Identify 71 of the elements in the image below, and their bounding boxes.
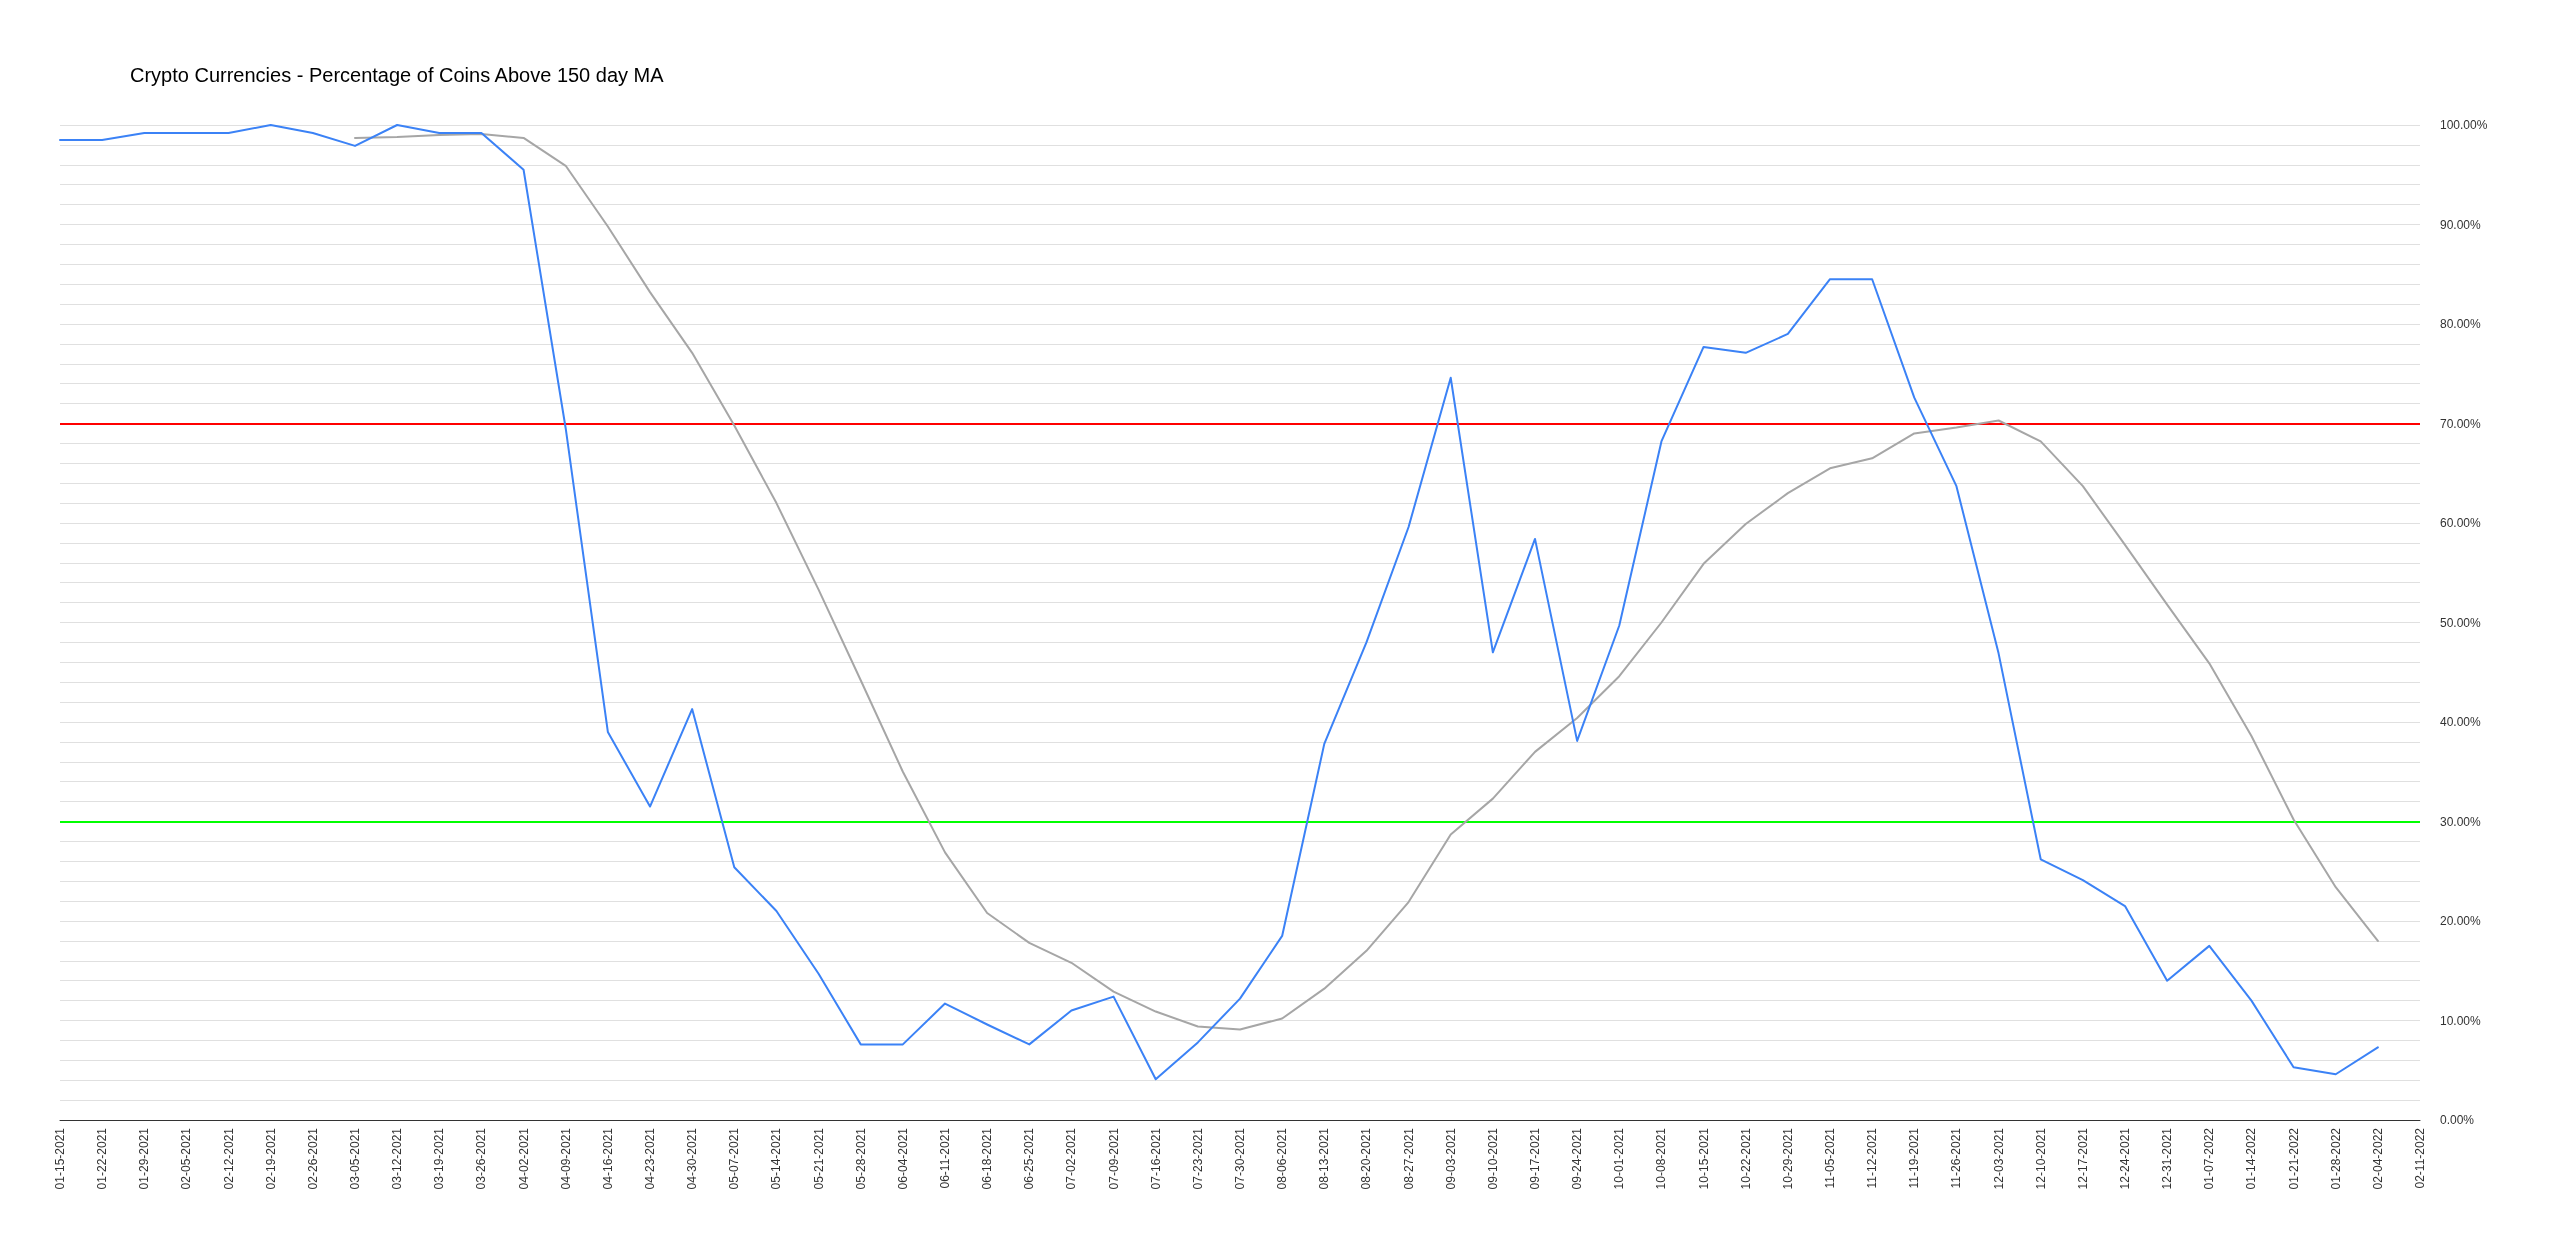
y-tick-label: 50.00% (2440, 615, 2482, 630)
x-tick-label: 02-11-2022 (2413, 1127, 2427, 1189)
x-tick-label: 09-24-2021 (1570, 1127, 1585, 1190)
x-tick-label: 05-21-2021 (811, 1127, 826, 1190)
x-tick-label: 10-08-2021 (1654, 1127, 1669, 1190)
y-tick-label: 80.00% (2440, 317, 2482, 331)
x-tick-label: 03-12-2021 (390, 1127, 405, 1190)
x-tick-label: 01-22-2021 (95, 1127, 110, 1190)
x-tick-label: 04-30-2021 (685, 1127, 700, 1190)
x-tick-label: 12-31-2021 (2160, 1127, 2175, 1190)
y-tick-label: 70.00% (2440, 416, 2482, 431)
x-tick-label: 05-07-2021 (727, 1127, 742, 1190)
x-tick-label: 02-12-2021 (221, 1127, 236, 1190)
x-tick-label: 02-04-2022 (2370, 1127, 2385, 1190)
x-tick-label: 02-05-2021 (179, 1127, 194, 1190)
x-tick-label: 06-18-2021 (980, 1127, 995, 1190)
x-tick-label: 08-06-2021 (1275, 1127, 1290, 1190)
x-tick-label: 12-10-2021 (2033, 1127, 2048, 1190)
x-tick-label: 01-15-2021 (53, 1127, 67, 1190)
x-tick-label: 01-28-2022 (2328, 1127, 2343, 1190)
x-tick-label: 05-14-2021 (769, 1127, 784, 1190)
x-tick-label: 03-26-2021 (474, 1127, 489, 1190)
line-series (354, 132, 2379, 1031)
x-tick-label: 06-04-2021 (895, 1127, 910, 1190)
x-tick-label: 01-07-2022 (2202, 1127, 2217, 1190)
x-tick-label: 10-01-2021 (1612, 1127, 1627, 1190)
x-tick-label: 04-23-2021 (643, 1127, 657, 1190)
y-tick-label: 100.00% (2440, 118, 2488, 132)
x-tick-label: 01-14-2022 (2244, 1127, 2259, 1190)
x-tick-label: 08-20-2021 (1359, 1127, 1374, 1190)
y-tick-label: 20.00% (2440, 914, 2482, 928)
x-tick-label: 06-25-2021 (1022, 1127, 1037, 1190)
y-tick-label: 60.00% (2440, 516, 2482, 530)
x-tick-label: 06-11-2021 (938, 1127, 952, 1189)
x-tick-label: 10-15-2021 (1696, 1127, 1711, 1190)
x-tick-label: 09-10-2021 (1485, 1127, 1500, 1190)
x-tick-label: 10-22-2021 (1738, 1127, 1753, 1190)
x-tick-label: 10-29-2021 (1780, 1127, 1795, 1190)
x-tick-label: 11-26-2021 (1949, 1127, 1964, 1189)
x-tick-label: 07-02-2021 (1064, 1127, 1079, 1190)
x-tick-label: 11-05-2021 (1823, 1127, 1837, 1189)
x-tick-label: 01-21-2022 (2286, 1127, 2301, 1190)
y-tick-label: 0.00% (2440, 1113, 2475, 1127)
x-tick-label: 04-02-2021 (516, 1127, 531, 1190)
x-tick-label: 04-16-2021 (600, 1127, 615, 1190)
x-tick-label: 12-24-2021 (2118, 1127, 2132, 1190)
x-tick-label: 09-17-2021 (1528, 1127, 1542, 1190)
x-tick-label: 08-13-2021 (1317, 1127, 1332, 1190)
x-tick-label: 02-19-2021 (263, 1127, 278, 1190)
chart-title: Crypto Currencies - Percentage of Coins Above 150 day MA (130, 64, 665, 86)
x-tick-label: 07-23-2021 (1190, 1127, 1205, 1190)
x-tick-label: 12-03-2021 (1991, 1127, 2006, 1190)
x-tick-label: 09-03-2021 (1443, 1127, 1458, 1190)
y-tick-label: 40.00% (2440, 715, 2482, 729)
x-tick-label: 07-09-2021 (1106, 1127, 1121, 1190)
x-tick-label: 05-28-2021 (853, 1127, 868, 1190)
x-tick-label: 04-09-2021 (558, 1127, 573, 1190)
y-tick-label: 90.00% (2440, 217, 2482, 232)
x-tick-label: 07-16-2021 (1148, 1127, 1163, 1190)
x-tick-label: 08-27-2021 (1401, 1127, 1416, 1190)
x-tick-label: 02-26-2021 (305, 1127, 320, 1190)
y-tick-label: 30.00% (2440, 814, 2482, 829)
x-tick-label: 03-19-2021 (432, 1127, 447, 1190)
x-tick-label: 01-29-2021 (137, 1127, 152, 1190)
y-tick-label: 10.00% (2440, 1013, 2482, 1028)
line-series (59, 124, 2379, 1081)
x-tick-label: 12-17-2021 (2075, 1127, 2090, 1190)
x-tick-label: 11-19-2021 (1907, 1127, 1922, 1189)
x-tick-label: 07-30-2021 (1233, 1127, 1247, 1190)
x-tick-label: 03-05-2021 (348, 1127, 362, 1190)
x-tick-label: 11-12-2021 (1865, 1127, 1880, 1189)
